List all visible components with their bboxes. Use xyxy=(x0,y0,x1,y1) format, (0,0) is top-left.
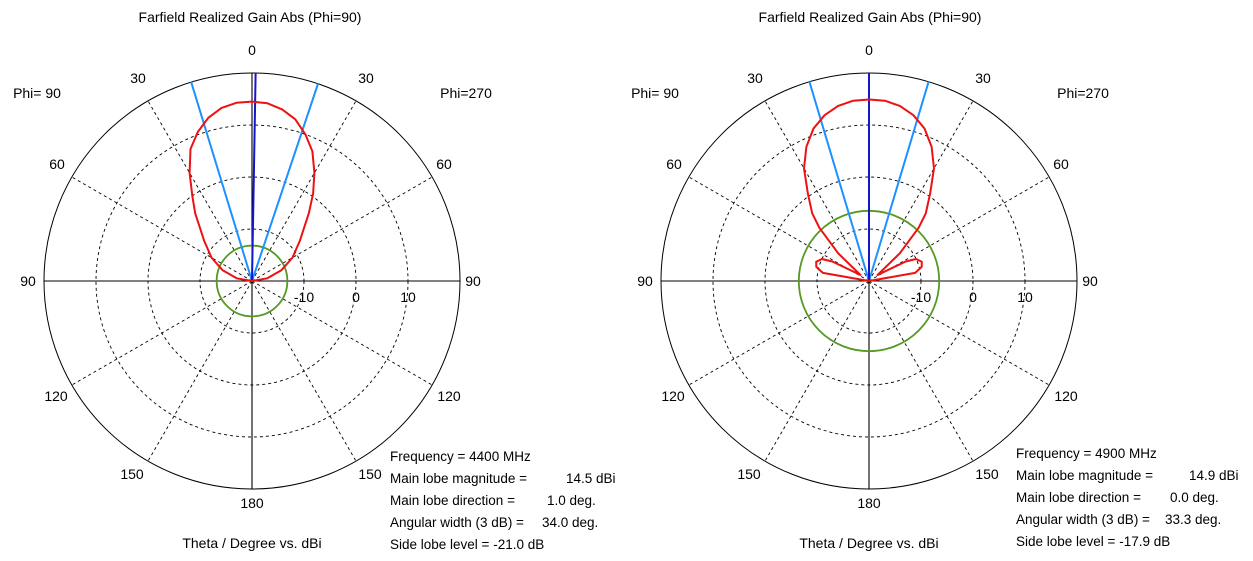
side-lobe-level-readout: Side lobe level = -17.9 dB xyxy=(1016,534,1170,549)
grid-spoke xyxy=(688,176,870,282)
angle-tick-label: 60 xyxy=(666,156,682,172)
angle-tick-label: 60 xyxy=(1053,156,1069,172)
polar-chart-2: 0 30 30 60 60 90 90 120 120 150 150 180 -10 0 10 Farfie… xyxy=(631,9,1238,551)
radial-tick-label: 0 xyxy=(969,289,977,305)
angle-tick-label: 90 xyxy=(1082,273,1098,289)
grid-spoke xyxy=(868,280,974,462)
angular-width-value: 33.3 deg. xyxy=(1165,512,1221,527)
angle-tick-label: 30 xyxy=(747,70,763,86)
gain-pattern-curve xyxy=(803,98,935,282)
grid-spoke xyxy=(251,280,357,462)
main-lobe-magnitude-label: Main lobe magnitude = xyxy=(390,471,527,486)
frequency-readout: Frequency = 4900 MHz xyxy=(1016,446,1157,461)
angle-tick-label: 180 xyxy=(857,495,881,511)
main-lobe-magnitude-label: Main lobe magnitude = xyxy=(1016,468,1153,483)
main-lobe-line xyxy=(251,73,257,282)
chart-title: Farfield Realized Gain Abs (Phi=90) xyxy=(759,9,982,25)
beamwidth-line xyxy=(190,81,253,282)
angle-tick-label: 150 xyxy=(358,466,382,482)
beamwidth-line xyxy=(808,81,870,282)
grid-spoke xyxy=(764,280,870,462)
angle-tick-label: 30 xyxy=(975,70,991,86)
angle-tick-label: 60 xyxy=(49,156,65,172)
angle-tick-label: 120 xyxy=(661,388,685,404)
angle-tick-label: 30 xyxy=(130,70,146,86)
frequency-readout: Frequency = 4400 MHz xyxy=(390,449,531,464)
main-lobe-direction-value: 1.0 deg. xyxy=(547,493,596,508)
beamwidth-line xyxy=(868,81,930,282)
angular-width-value: 34.0 deg. xyxy=(542,515,598,530)
angle-tick-label: 0 xyxy=(865,42,873,58)
angle-tick-label: 60 xyxy=(436,156,452,172)
angle-tick-label: 120 xyxy=(1054,388,1078,404)
beamwidth-line xyxy=(251,83,319,282)
grid-spoke xyxy=(71,176,253,282)
angle-tick-label: 30 xyxy=(358,70,374,86)
angle-tick-label: 150 xyxy=(737,466,761,482)
grid-spoke xyxy=(868,280,1050,386)
angle-tick-label: 180 xyxy=(240,495,264,511)
grid-spoke xyxy=(868,176,1050,282)
phi-left-label: Phi= 90 xyxy=(631,85,679,101)
angle-tick-label: 0 xyxy=(248,42,256,58)
angle-tick-label: 120 xyxy=(44,388,68,404)
main-lobe-magnitude-value: 14.9 dBi xyxy=(1189,468,1239,483)
radial-tick-label: 0 xyxy=(352,289,360,305)
grid-spoke xyxy=(251,280,433,386)
main-lobe-direction-label: Main lobe direction = xyxy=(390,493,515,508)
grid-spoke xyxy=(251,100,357,282)
grid-spoke xyxy=(688,280,870,386)
chart-title: Farfield Realized Gain Abs (Phi=90) xyxy=(139,9,362,25)
axis-label: Theta / Degree vs. dBi xyxy=(182,535,321,551)
angle-tick-label: 150 xyxy=(120,466,144,482)
grid-spoke xyxy=(764,100,870,282)
main-lobe-direction-value: 0.0 deg. xyxy=(1170,490,1219,505)
main-lobe-magnitude-value: 14.5 dBi xyxy=(566,471,616,486)
angle-tick-label: 150 xyxy=(975,466,999,482)
radial-tick-label: 10 xyxy=(1017,289,1033,305)
grid-spoke xyxy=(147,100,253,282)
angle-tick-label: 90 xyxy=(637,273,653,289)
polar-chart-1: 0 30 30 60 60 90 90 120 120 150 150 180 -10 0 10 Farfie… xyxy=(13,9,615,552)
angle-tick-label: 90 xyxy=(20,273,36,289)
grid-spoke xyxy=(251,176,433,282)
grid-spoke xyxy=(71,280,253,386)
phi-right-label: Phi=270 xyxy=(1057,85,1109,101)
radial-tick-label: 10 xyxy=(400,289,416,305)
gain-pattern-curve xyxy=(188,100,316,282)
grid-spoke xyxy=(147,280,253,462)
angle-tick-label: 120 xyxy=(437,388,461,404)
angle-tick-label: 90 xyxy=(465,273,481,289)
angular-width-label: Angular width (3 dB) = xyxy=(390,515,524,530)
main-lobe-direction-label: Main lobe direction = xyxy=(1016,490,1141,505)
phi-right-label: Phi=270 xyxy=(440,85,492,101)
phi-left-label: Phi= 90 xyxy=(13,85,61,101)
axis-label: Theta / Degree vs. dBi xyxy=(799,535,938,551)
side-lobe-level-readout: Side lobe level = -21.0 dB xyxy=(390,537,544,552)
grid-spoke xyxy=(868,100,974,282)
angular-width-label: Angular width (3 dB) = xyxy=(1016,512,1150,527)
radial-tick-label: -10 xyxy=(911,289,931,305)
radial-tick-label: -10 xyxy=(294,289,314,305)
